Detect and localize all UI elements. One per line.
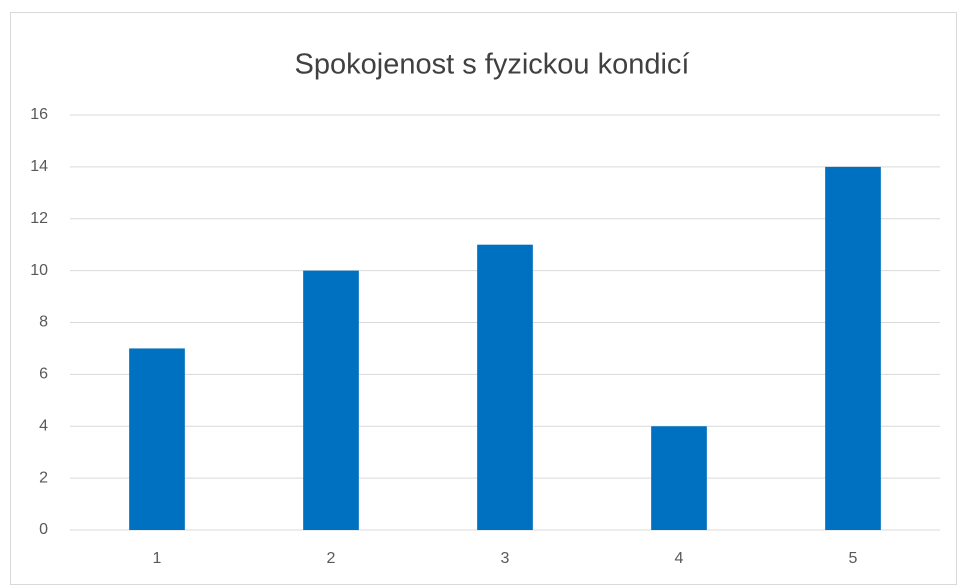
bar [129, 348, 185, 530]
bar [303, 270, 359, 530]
chart-title: Spokojenost s fyzickou kondicí [295, 49, 690, 81]
bar [651, 426, 707, 530]
y-tick-label: 8 [39, 314, 48, 331]
x-tick-label: 5 [849, 550, 858, 567]
x-tick-label: 2 [327, 550, 336, 567]
bar [477, 244, 533, 530]
y-tick-label: 6 [39, 366, 48, 383]
x-tick-label: 3 [501, 550, 510, 567]
y-tick-label: 12 [30, 210, 48, 227]
x-tick-label: 4 [675, 550, 684, 567]
y-tick-label: 4 [39, 417, 48, 434]
y-tick-label: 16 [30, 106, 48, 123]
bar [825, 166, 881, 530]
y-tick-label: 0 [39, 521, 48, 538]
x-tick-label: 1 [153, 550, 162, 567]
y-tick-label: 2 [39, 469, 48, 486]
y-tick-label: 10 [30, 262, 48, 279]
y-tick-label: 14 [30, 158, 48, 175]
